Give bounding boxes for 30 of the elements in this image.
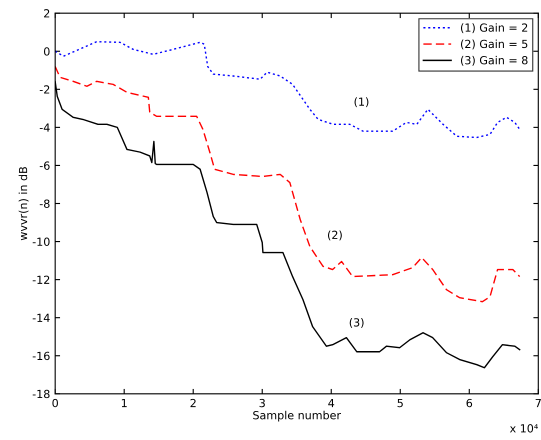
x-tick-label: 0 [52,398,58,408]
x-axis-title: Sample number [253,410,342,422]
y-tick-label: -16 [32,352,50,360]
y-axis-title: wvvr(n) in dB [18,167,29,240]
x-tick-label: 4 [328,399,334,408]
y-tick-label: -8 [40,199,50,208]
line-series [55,41,520,138]
y-tick-label: -4 [40,124,50,132]
x-tick-label: 1 [122,399,127,408]
x-tick-label: 6 [466,398,472,408]
x-tick-label: 2 [190,398,196,408]
y-tick-label: 0 [44,47,50,56]
y-tick-label: -2 [40,85,50,94]
legend-label: (2) Gain = 5 [460,40,528,50]
y-tick-label: -12 [32,276,50,284]
y-tick-label: -18 [32,390,50,398]
legend-label: (1) Gain = 2 [460,23,528,34]
y-tick-label: -6 [40,161,50,170]
y-tick-label: 2 [44,9,50,18]
y-tick-label: -10 [32,238,50,246]
annotation: (3) [350,318,364,328]
y-tick-label: -14 [32,314,50,322]
annotation: (2) [328,230,342,240]
legend-label: (3) Gain = 8 [460,56,528,66]
annotation: (1) [354,97,368,108]
x-tick-label: 3 [260,398,265,408]
line-series [55,66,520,302]
x-tick-label: 5 [398,399,403,408]
text: x 10⁴ [510,424,538,433]
x-tick-label: 7 [536,399,541,408]
